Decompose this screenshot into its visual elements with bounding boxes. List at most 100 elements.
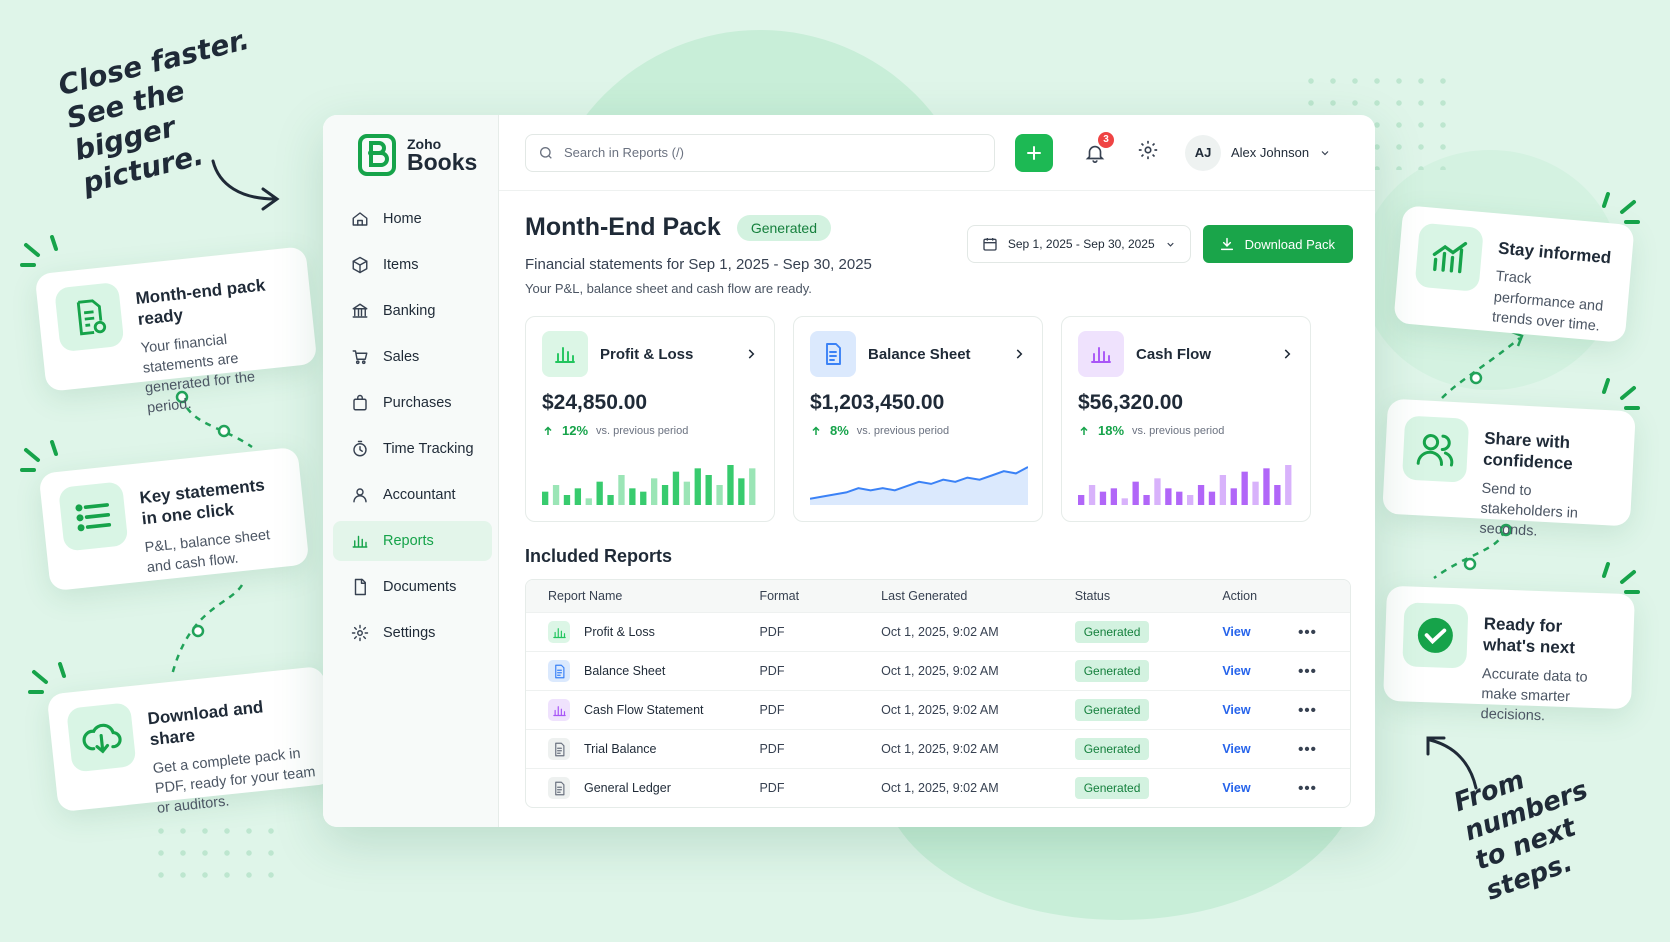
report-format: PDF	[759, 781, 785, 795]
more-options-icon[interactable]: •••	[1298, 662, 1317, 680]
report-icon	[548, 699, 570, 721]
sidebar-item-label: Home	[383, 211, 422, 227]
feature-title: Download and share	[146, 697, 265, 750]
chevron-right-icon[interactable]	[1012, 347, 1026, 361]
sidebar-item-banking[interactable]: Banking	[333, 291, 492, 331]
chart-bar	[1088, 485, 1096, 505]
sidebar-item-label: Purchases	[383, 395, 452, 411]
box-icon	[352, 256, 368, 274]
sparkle-icon	[1602, 562, 1640, 594]
report-generated: Oct 1, 2025, 9:02 AM	[881, 742, 999, 756]
chart-bar	[563, 495, 571, 505]
sidebar-item-home[interactable]: Home	[333, 199, 492, 239]
check-circle-icon	[1402, 602, 1469, 669]
summary-card-profit-loss[interactable]: Profit & Loss $24,850.00 12% vs. previou…	[525, 316, 775, 522]
chart-bar	[716, 485, 723, 505]
view-link[interactable]: View	[1222, 781, 1251, 795]
sidebar-item-time-tracking[interactable]: Time Tracking	[333, 429, 492, 469]
view-link[interactable]: View	[1222, 703, 1251, 717]
feature-title: Key statements in one click	[138, 475, 266, 529]
document-icon	[554, 781, 564, 795]
sidebar-item-sales[interactable]: Sales	[333, 337, 492, 377]
card-amount: $56,320.00	[1078, 391, 1184, 414]
bar-chart-icon	[552, 705, 566, 716]
summary-card-cash-flow[interactable]: Cash Flow $56,320.00 18% vs. previous pe…	[1061, 316, 1311, 522]
chart-bar	[1078, 495, 1085, 505]
chart-bar	[694, 468, 701, 505]
more-options-icon[interactable]: •••	[1298, 779, 1317, 797]
view-link[interactable]: View	[1222, 664, 1251, 678]
sidebar-item-label: Sales	[383, 349, 420, 365]
download-pack-button[interactable]: Download Pack	[1202, 225, 1353, 263]
chart-bar	[552, 485, 560, 505]
feature-card: Month-end pack ready Your financial stat…	[34, 246, 318, 417]
status-badge: Generated	[1074, 660, 1150, 682]
notifications-button[interactable]: 3	[1081, 131, 1114, 167]
chart-bar	[1230, 488, 1237, 505]
more-options-icon[interactable]: •••	[1298, 701, 1317, 719]
curved-arrow-icon	[211, 159, 280, 211]
feature-text: Accurate data to make smarter decisions.	[1480, 665, 1588, 725]
table-row: Cash Flow Statement PDF Oct 1, 2025, 9:0…	[526, 690, 1350, 729]
page-subtitle: Financial statements for Sep 1, 2025 - S…	[525, 256, 872, 273]
feature-text: Get a complete pack in PDF, ready for yo…	[152, 745, 317, 817]
chevron-right-icon[interactable]	[1280, 347, 1294, 361]
more-options-icon[interactable]: •••	[1298, 740, 1317, 758]
chevron-right-icon[interactable]	[744, 347, 758, 361]
feature-card: Stay informed Track performance and tren…	[1393, 205, 1635, 343]
zoho-books-logo-icon	[358, 134, 396, 176]
chart-bar	[1121, 498, 1128, 505]
sidebar-item-accountant[interactable]: Accountant	[333, 475, 492, 515]
curved-arrow-icon	[1426, 736, 1478, 790]
brand-name-small: Zoho	[407, 135, 442, 152]
table-row: Trial Balance PDF Oct 1, 2025, 9:02 AM G…	[526, 729, 1350, 768]
notification-badge: 3	[1098, 131, 1114, 148]
add-button[interactable]	[1015, 133, 1053, 172]
report-name: General Ledger	[584, 781, 671, 795]
bar-chart-icon	[552, 627, 566, 638]
section-title: Included Reports	[525, 546, 673, 566]
app-window: Zoho Books Home Items Banking Sales Purchase…	[323, 115, 1375, 827]
sparkle-icon	[28, 662, 66, 694]
document-icon	[554, 664, 564, 678]
user-menu[interactable]: AJ Alex Johnson	[1185, 134, 1331, 171]
feature-text: Send to stakeholders in seconds.	[1479, 480, 1579, 540]
sidebar-item-items[interactable]: Items	[333, 245, 492, 285]
chart-bar	[1274, 485, 1281, 505]
column-header: Last Generated	[881, 589, 968, 603]
document-icon	[826, 343, 841, 365]
chart-bar	[585, 498, 592, 505]
chart-bar	[1208, 491, 1216, 505]
sidebar-item-label: Settings	[383, 625, 436, 641]
brand-logo[interactable]: Zoho Books	[323, 133, 498, 177]
top-bar: Search in Reports (/) 3 AJ Alex Johnson	[499, 115, 1375, 191]
sidebar-item-settings[interactable]: Settings	[333, 613, 492, 653]
brand-name: Books	[407, 148, 478, 175]
view-link[interactable]: View	[1222, 625, 1251, 639]
chart-bar	[542, 491, 549, 505]
sidebar: Zoho Books Home Items Banking Sales Purchase…	[323, 115, 499, 827]
sidebar-item-label: Items	[383, 257, 419, 273]
summary-card-balance-sheet[interactable]: Balance Sheet $1,203,450.00 8% vs. previ…	[793, 316, 1043, 522]
chart-bar	[1154, 478, 1161, 505]
table-row: General Ledger PDF Oct 1, 2025, 9:02 AM …	[526, 768, 1350, 807]
users-icon	[1401, 415, 1470, 483]
page-title: Month-End Pack	[525, 213, 721, 241]
file-icon	[354, 578, 366, 596]
search-input[interactable]: Search in Reports (/)	[525, 133, 995, 172]
plus-icon	[1027, 145, 1041, 160]
view-link[interactable]: View	[1222, 742, 1251, 756]
chart-bar	[618, 475, 625, 505]
sidebar-item-purchases[interactable]: Purchases	[333, 383, 492, 423]
settings-button[interactable]	[1137, 139, 1159, 166]
chart-bar	[1143, 495, 1150, 505]
more-options-icon[interactable]: •••	[1298, 623, 1317, 641]
status-badge: Generated	[1074, 738, 1150, 760]
date-range-picker[interactable]: Sep 1, 2025 - Sep 30, 2025	[966, 225, 1191, 263]
bar-chart-icon	[555, 347, 575, 363]
date-range-value: Sep 1, 2025 - Sep 30, 2025	[1007, 237, 1155, 251]
sidebar-item-documents[interactable]: Documents	[333, 567, 492, 607]
chart-bar	[1241, 471, 1248, 505]
sidebar-item-reports[interactable]: Reports	[333, 521, 492, 561]
chart-bar	[738, 478, 745, 505]
